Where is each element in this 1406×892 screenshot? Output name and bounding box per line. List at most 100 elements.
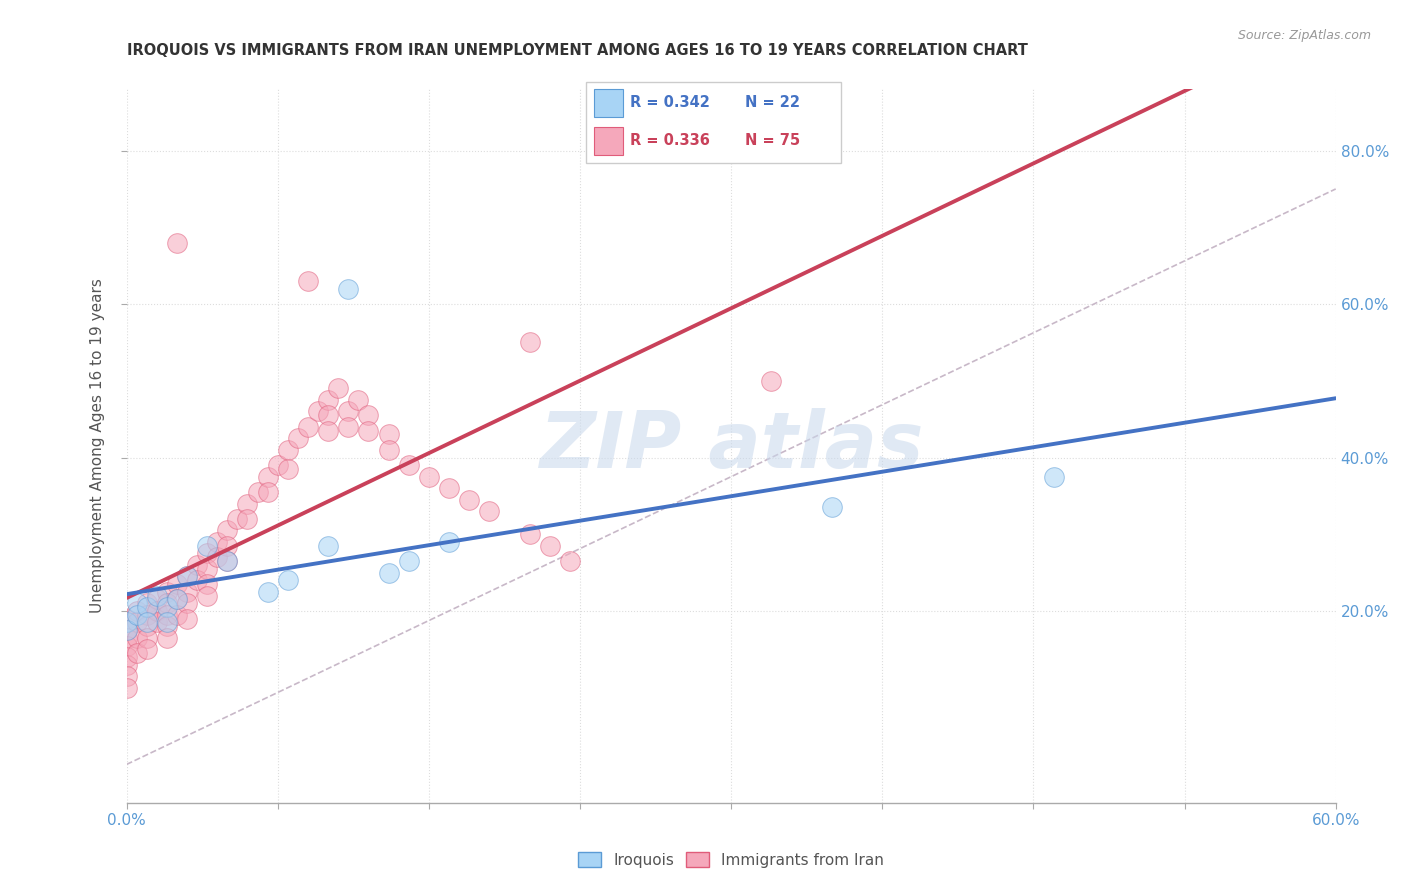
Point — [146, 592, 169, 607]
Point — [217, 554, 239, 568]
Legend: Iroquois, Immigrants from Iran: Iroquois, Immigrants from Iran — [572, 846, 890, 873]
Point — [337, 282, 360, 296]
Point — [115, 612, 138, 626]
Point — [115, 639, 138, 653]
Bar — [593, 127, 623, 155]
Point — [195, 546, 218, 560]
Point — [176, 584, 198, 599]
Point — [195, 562, 218, 576]
Point — [135, 631, 157, 645]
Text: R = 0.342: R = 0.342 — [630, 95, 710, 111]
Point — [316, 424, 339, 438]
Point — [297, 419, 319, 434]
Point — [236, 497, 259, 511]
Point — [115, 681, 138, 695]
Point — [316, 409, 339, 423]
Point — [377, 566, 399, 580]
Point — [156, 631, 179, 645]
Point — [821, 500, 844, 515]
Point — [277, 462, 299, 476]
Point — [115, 657, 138, 672]
Point — [519, 527, 541, 541]
Point — [398, 554, 420, 568]
Point — [166, 577, 188, 591]
Point — [146, 604, 169, 618]
Point — [347, 392, 370, 407]
Point — [115, 623, 138, 637]
Point — [135, 596, 157, 610]
Point — [125, 607, 148, 622]
Point — [115, 623, 138, 637]
Point — [398, 458, 420, 473]
Point — [156, 607, 179, 622]
Point — [205, 535, 228, 549]
Point — [357, 424, 380, 438]
Point — [478, 504, 501, 518]
Point — [166, 592, 188, 607]
Point — [135, 600, 157, 615]
Point — [357, 409, 380, 423]
Point — [156, 600, 179, 615]
Point — [307, 404, 329, 418]
Point — [125, 604, 148, 618]
Point — [125, 596, 148, 610]
Point — [217, 539, 239, 553]
Point — [217, 524, 239, 538]
Point — [156, 619, 179, 633]
Point — [135, 607, 157, 622]
Point — [267, 458, 290, 473]
Point — [166, 592, 188, 607]
Point — [316, 392, 339, 407]
Point — [761, 374, 783, 388]
Point — [377, 442, 399, 457]
Point — [156, 584, 179, 599]
Point — [458, 492, 481, 507]
Point — [176, 612, 198, 626]
Point — [186, 574, 208, 588]
Point — [115, 650, 138, 665]
Point — [418, 469, 440, 483]
Point — [337, 419, 360, 434]
Text: Source: ZipAtlas.com: Source: ZipAtlas.com — [1237, 29, 1371, 42]
Point — [195, 539, 218, 553]
Point — [176, 596, 198, 610]
Point — [437, 481, 460, 495]
Text: N = 22: N = 22 — [745, 95, 800, 111]
Bar — [593, 89, 623, 117]
Point — [256, 485, 278, 500]
Point — [558, 554, 581, 568]
Point — [115, 615, 138, 630]
Point — [176, 569, 198, 583]
Point — [205, 550, 228, 565]
Point — [146, 615, 169, 630]
Point — [1042, 469, 1064, 483]
Point — [125, 615, 148, 630]
Point — [217, 554, 239, 568]
Text: N = 75: N = 75 — [745, 133, 800, 147]
Point — [115, 631, 138, 645]
Point — [195, 577, 218, 591]
Point — [326, 381, 350, 395]
Point — [146, 589, 169, 603]
FancyBboxPatch shape — [586, 82, 841, 163]
Point — [156, 615, 179, 630]
Point — [195, 589, 218, 603]
Point — [287, 431, 309, 445]
Point — [437, 535, 460, 549]
Point — [135, 615, 157, 630]
Text: ZIP atlas: ZIP atlas — [538, 408, 924, 484]
Point — [236, 512, 259, 526]
Point — [125, 646, 148, 660]
Point — [316, 539, 339, 553]
Point — [256, 584, 278, 599]
Point — [337, 404, 360, 418]
Point — [377, 427, 399, 442]
Point — [226, 512, 249, 526]
Point — [166, 235, 188, 250]
Point — [277, 442, 299, 457]
Point — [297, 274, 319, 288]
Point — [156, 596, 179, 610]
Y-axis label: Unemployment Among Ages 16 to 19 years: Unemployment Among Ages 16 to 19 years — [90, 278, 105, 614]
Point — [135, 642, 157, 657]
Point — [519, 335, 541, 350]
